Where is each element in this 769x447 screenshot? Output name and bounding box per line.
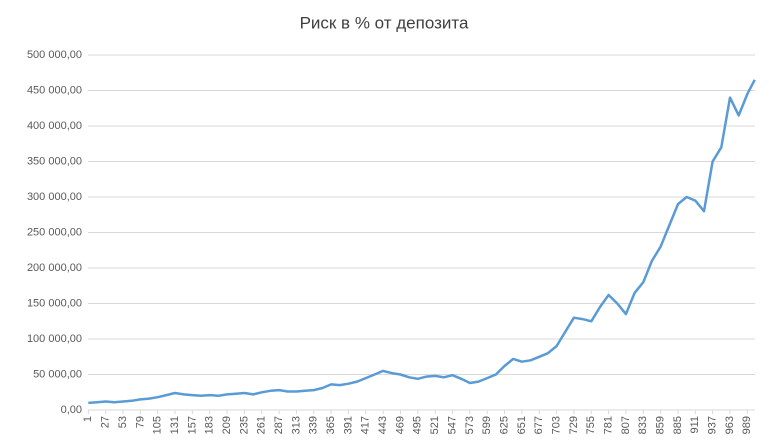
- y-tick-label: 350 000,00: [27, 155, 82, 167]
- x-tick-label: 833: [637, 416, 649, 434]
- x-tick-label: 781: [602, 416, 614, 434]
- x-tick-label: 287: [273, 416, 285, 434]
- x-tick-label: 261: [256, 416, 268, 434]
- x-tick-label: 157: [186, 416, 198, 434]
- x-tick-label: 807: [620, 416, 632, 434]
- x-tick-label: 339: [308, 416, 320, 434]
- x-tick-label: 677: [533, 416, 545, 434]
- x-tick-label: 755: [585, 416, 597, 434]
- x-tick-label: 131: [169, 416, 181, 434]
- x-tick-label: 547: [446, 416, 458, 434]
- chart-title: Риск в % от депозита: [300, 13, 469, 32]
- x-tick-label: 417: [360, 416, 372, 434]
- x-tick-label: 859: [655, 416, 667, 434]
- line-series: [88, 79, 756, 405]
- x-tick-label: 651: [516, 416, 528, 434]
- y-tick-label: 450 000,00: [27, 84, 82, 96]
- x-tick-label: 495: [412, 416, 424, 434]
- x-tick-label: 885: [672, 416, 684, 434]
- x-tick-label: 937: [707, 416, 719, 434]
- x-tick-label: 235: [238, 416, 250, 434]
- y-tick-label: 300 000,00: [27, 191, 82, 203]
- x-tick-label: 521: [429, 416, 441, 434]
- y-tick-label: 100 000,00: [27, 333, 82, 345]
- x-tick-label: 79: [134, 416, 146, 428]
- x-tick-label: 729: [568, 416, 580, 434]
- x-tick-label: 625: [498, 416, 510, 434]
- x-tick-label: 599: [481, 416, 493, 434]
- x-tick-label: 391: [342, 416, 354, 434]
- x-tick-label: 105: [152, 416, 164, 434]
- x-tick-label: 963: [724, 416, 736, 434]
- x-tick-label: 573: [464, 416, 476, 434]
- x-tick-label: 443: [377, 416, 389, 434]
- x-tick-label: 703: [550, 416, 562, 434]
- y-tick-label: 150 000,00: [27, 297, 82, 309]
- y-tick-label: 400 000,00: [27, 120, 82, 132]
- y-tick-label: 200 000,00: [27, 262, 82, 274]
- x-tick-label: 183: [204, 416, 216, 434]
- x-tick-label: 911: [689, 416, 701, 434]
- x-tick-label: 469: [394, 416, 406, 434]
- x-tick-label: 365: [325, 416, 337, 434]
- x-tick-label: 209: [221, 416, 233, 434]
- x-tick-label: 53: [117, 416, 129, 428]
- x-tick-label: 313: [290, 416, 302, 434]
- y-tick-label: 0,00: [61, 404, 82, 416]
- x-tick-label: 989: [741, 416, 753, 434]
- y-tick-label: 250 000,00: [27, 226, 82, 238]
- y-tick-label: 500 000,00: [27, 49, 82, 61]
- x-tick-label: 27: [100, 416, 112, 428]
- y-tick-label: 50 000,00: [33, 368, 82, 380]
- x-tick-label: 1: [82, 416, 94, 422]
